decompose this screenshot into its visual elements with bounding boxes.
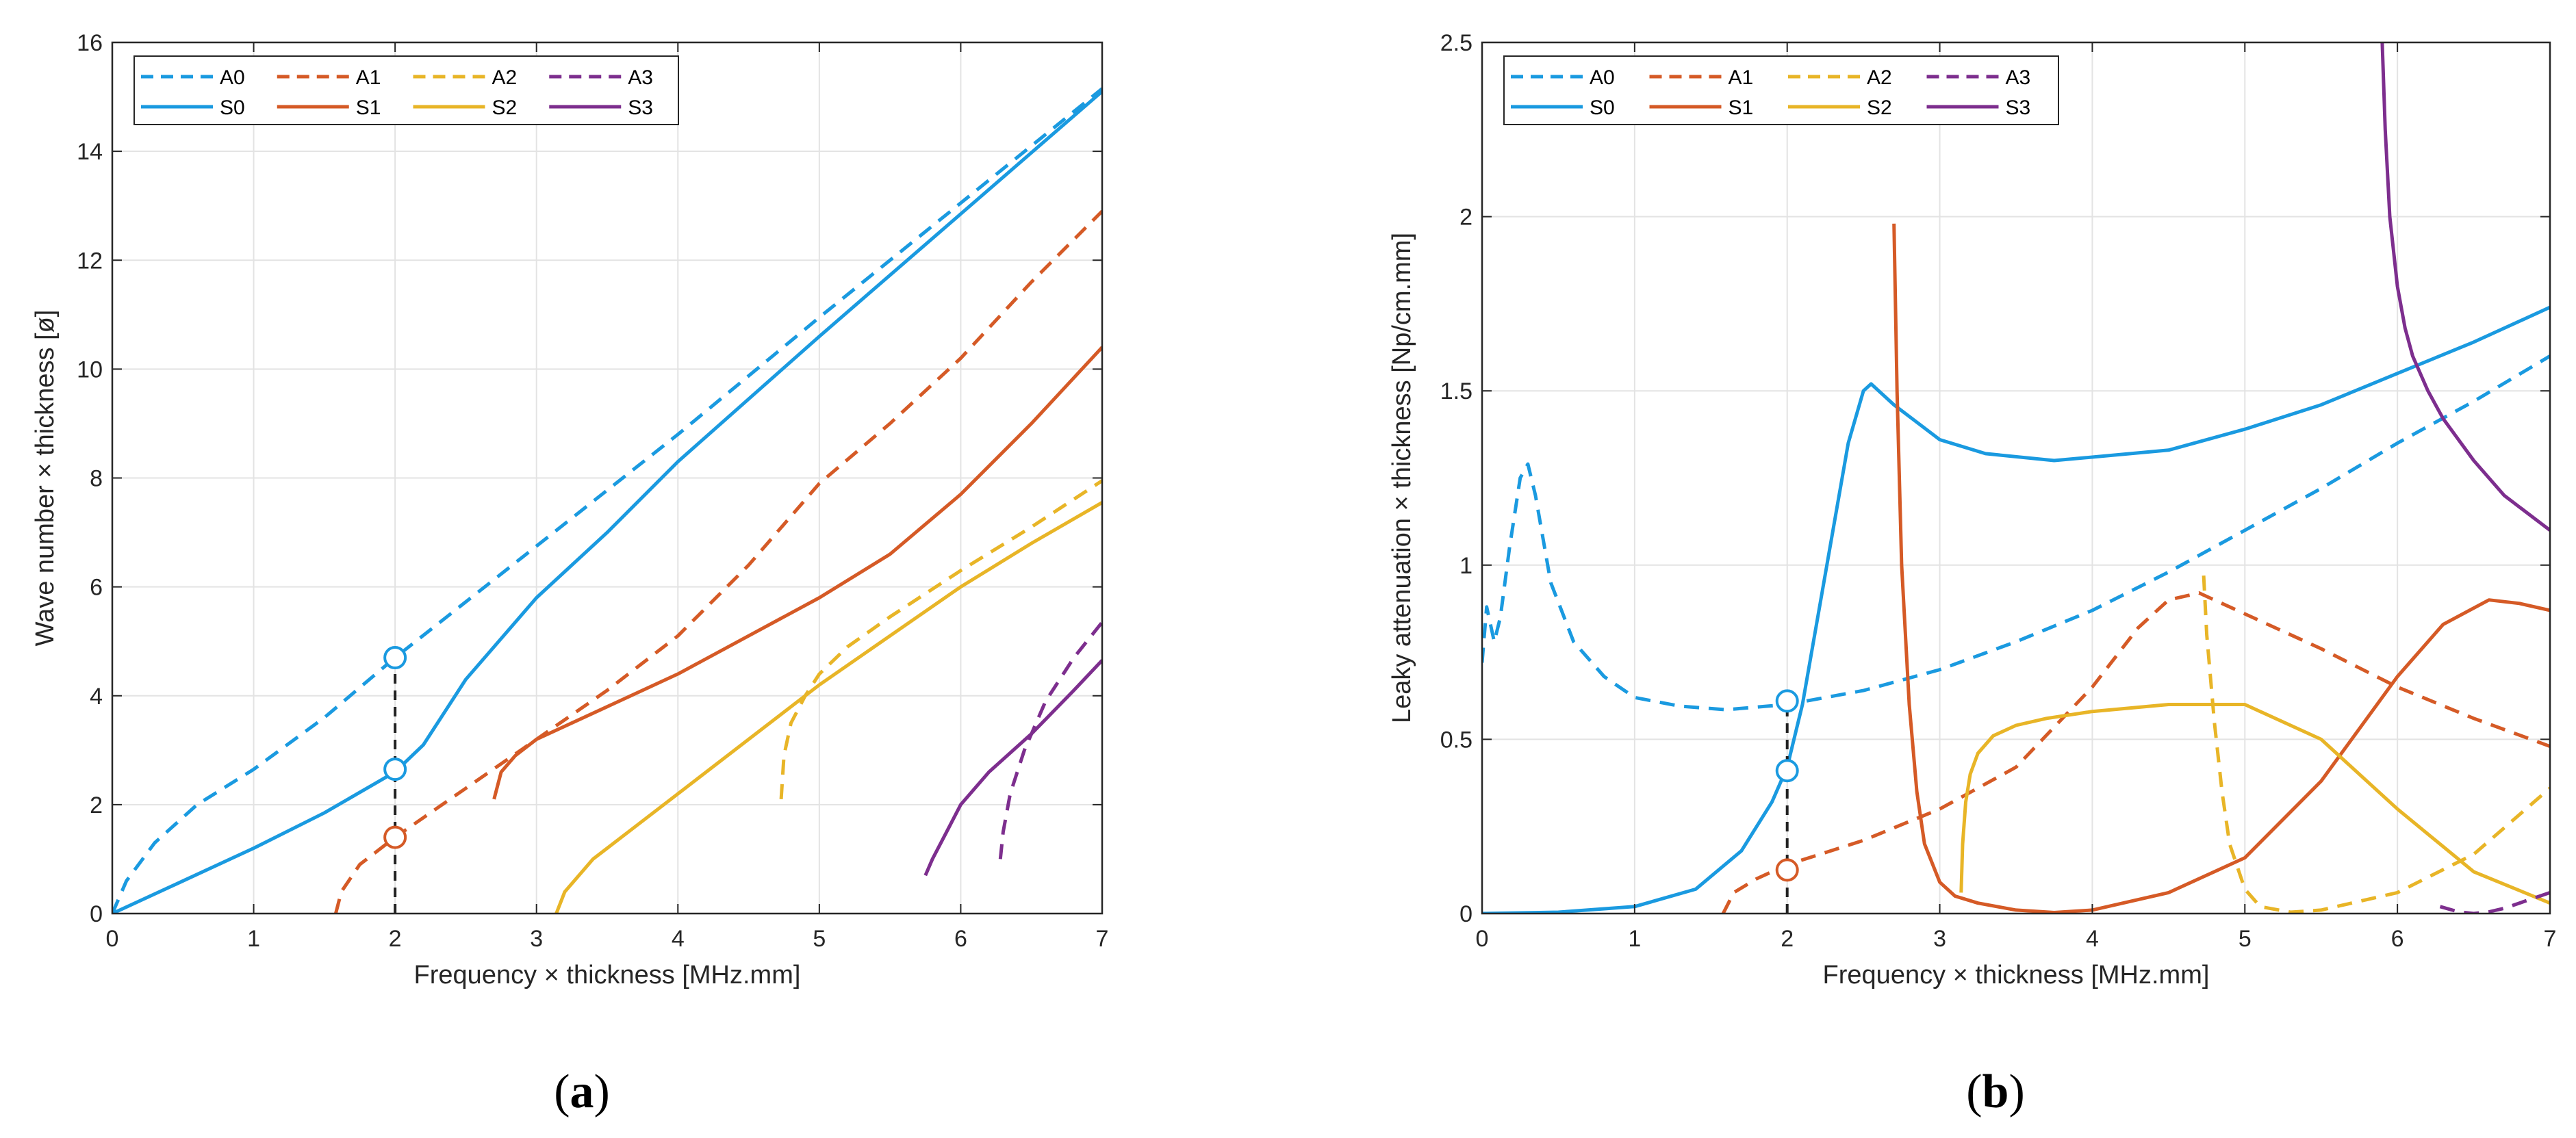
- caption-a-open: (: [554, 1065, 570, 1118]
- ytick-label-a-5: 10: [77, 357, 103, 383]
- legend-a: A0 A1 A2 A3 S0 S1 S2 S3: [133, 55, 679, 125]
- series-group-b: [1482, 42, 2550, 914]
- xtick-label-a-0: 0: [106, 926, 119, 952]
- legend-label-a-a0: A0: [220, 66, 245, 89]
- caption-b-letter: b: [1982, 1065, 2009, 1118]
- series-line-b-a1: [1721, 591, 2550, 914]
- xlabel-a: Frequency × thickness [MHz.mm]: [414, 961, 801, 990]
- legend-label-a-s0: S0: [220, 96, 245, 119]
- series-line-b-a0: [1482, 354, 2550, 712]
- series-line-a-a1: [333, 209, 1102, 914]
- marker-b-2: [1775, 858, 1799, 882]
- xtick-label-b-7: 7: [2544, 926, 2557, 952]
- caption-a-close: ): [594, 1065, 610, 1118]
- ylabel-a: Wave number × thickness [ø]: [31, 310, 60, 647]
- series-line-a-s0: [112, 90, 1102, 914]
- xtick-label-b-2: 2: [1781, 926, 1794, 952]
- ytick-label-b-4: 2: [1459, 205, 1472, 231]
- caption-a-letter: a: [570, 1065, 594, 1118]
- legend-label-b-a0: A0: [1590, 66, 1615, 89]
- xtick-label-a-5: 5: [813, 926, 826, 952]
- xtick-label-b-6: 6: [2391, 926, 2404, 952]
- series-line-a-a3: [998, 621, 1102, 859]
- ytick-label-b-3: 1.5: [1440, 378, 1472, 404]
- xtick-label-b-0: 0: [1476, 926, 1489, 952]
- series-line-b-s1: [1892, 223, 2550, 914]
- ytick-label-a-3: 6: [90, 575, 103, 601]
- marker-a-2: [383, 825, 407, 849]
- ytick-label-b-2: 1: [1459, 553, 1472, 579]
- marker-b-1: [1775, 759, 1799, 783]
- legend-label-b-s0: S0: [1590, 96, 1615, 119]
- ytick-label-a-2: 4: [90, 684, 103, 710]
- ytick-label-b-5: 2.5: [1440, 30, 1472, 56]
- series-line-a-s1: [492, 346, 1102, 800]
- legend-label-b-a1: A1: [1729, 66, 1754, 89]
- ytick-label-a-7: 14: [77, 139, 103, 165]
- xtick-label-a-6: 6: [954, 926, 967, 952]
- ytick-label-a-0: 0: [90, 901, 103, 927]
- legend-b: A0 A1 A2 A3 S0 S1 S2 S3: [1503, 55, 2059, 125]
- marker-a-1: [383, 758, 407, 781]
- series-group-a: [112, 87, 1102, 914]
- series-line-a-a0: [112, 87, 1102, 914]
- ytick-label-a-1: 2: [90, 792, 103, 818]
- xtick-label-b-1: 1: [1628, 926, 1641, 952]
- axes-box-b: [1481, 41, 2551, 915]
- xtick-label-a-3: 3: [530, 926, 543, 952]
- legend-label-b-s2: S2: [1867, 96, 1892, 119]
- xtick-label-b-3: 3: [1933, 926, 1946, 952]
- ytick-label-a-6: 12: [77, 248, 103, 274]
- xtick-label-b-4: 4: [2086, 926, 2099, 952]
- ytick-label-b-1: 0.5: [1440, 727, 1472, 753]
- legend-label-a-a1: A1: [356, 66, 381, 89]
- caption-b-close: ): [2008, 1065, 2024, 1118]
- series-line-a-a2: [779, 479, 1102, 800]
- caption-b-open: (: [1966, 1065, 1982, 1118]
- xtick-label-b-5: 5: [2239, 926, 2252, 952]
- series-line-b-s2: [1959, 703, 2550, 905]
- series-line-a-s2: [554, 501, 1102, 914]
- series-line-b-a3: [2439, 891, 2550, 914]
- legend-label-a-s3: S3: [628, 96, 653, 119]
- series-line-b-s3: [2380, 42, 2550, 532]
- legend-label-b-s1: S1: [1729, 96, 1754, 119]
- xtick-label-a-2: 2: [389, 926, 402, 952]
- ytick-label-a-4: 8: [90, 466, 103, 492]
- ytick-label-a-8: 16: [77, 30, 103, 56]
- caption-a: (a): [554, 1065, 610, 1118]
- legend-label-b-a3: A3: [2006, 66, 2031, 89]
- ytick-label-b-0: 0: [1459, 901, 1472, 927]
- panel-b-chart: 0 1 2 3 4 5 6 7 0 0.5 1 1.5 2 2.5 Frequency × thicknes…: [1388, 30, 2556, 990]
- plot-area-b: [1482, 42, 2550, 914]
- xtick-label-a-1: 1: [247, 926, 260, 952]
- series-line-b-a2: [2202, 575, 2550, 914]
- legend-label-a-s1: S1: [356, 96, 381, 119]
- xtick-label-a-7: 7: [1096, 926, 1109, 952]
- marker-b-0: [1775, 689, 1799, 713]
- legend-box-b: [1503, 55, 2059, 125]
- xtick-label-a-4: 4: [672, 926, 685, 952]
- caption-b: (b): [1966, 1065, 2025, 1118]
- legend-label-a-a2: A2: [492, 66, 518, 89]
- ylabel-b: Leaky attenuation × thickness [Np/cm.mm]: [1388, 233, 1416, 723]
- series-line-a-s3: [923, 659, 1102, 877]
- series-line-b-s0: [1482, 305, 2550, 914]
- legend-box-a: [133, 55, 679, 125]
- marker-a-0: [383, 646, 407, 670]
- xlabel-b: Frequency × thickness [MHz.mm]: [1823, 961, 2210, 990]
- legend-label-b-a2: A2: [1867, 66, 1892, 89]
- legend-label-b-s3: S3: [2006, 96, 2031, 119]
- legend-label-a-s2: S2: [492, 96, 518, 119]
- legend-label-a-a3: A3: [628, 66, 653, 89]
